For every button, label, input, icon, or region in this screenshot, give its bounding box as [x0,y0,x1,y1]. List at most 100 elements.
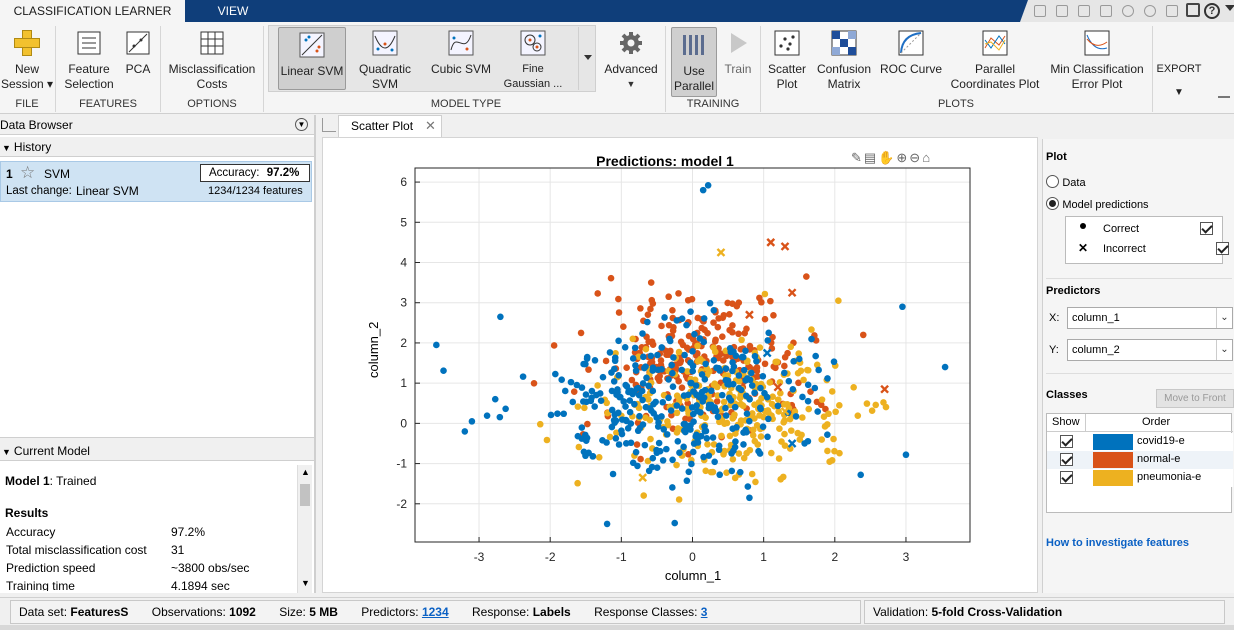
data-point [642,403,650,411]
data-point [868,407,876,415]
move-to-front-button[interactable]: Move to Front [1156,389,1234,408]
data-point [772,364,779,372]
cut-icon[interactable] [1056,5,1068,17]
data-point [740,429,747,436]
history-item-model-1[interactable]: 1 ☆ SVM Accuracy: 97.2% Last change: Lin… [0,161,312,202]
roc-curve-icon [898,30,924,56]
data-point [801,440,808,447]
copy-icon[interactable] [1078,5,1090,17]
current-model-header[interactable]: ▼ Current Model [0,441,314,461]
cubic-svm-button[interactable]: Cubic SVM [426,26,496,77]
class-show-checkbox[interactable] [1060,435,1073,448]
data-point [615,337,622,345]
correct-checkbox[interactable] [1200,222,1213,235]
data-point [857,471,865,479]
panel-splitter[interactable] [0,437,314,441]
data-point [678,315,686,322]
scroll-down-icon[interactable]: ▼ [301,578,310,588]
data-point [831,447,838,455]
feature-selection-label: Feature Selection [64,62,114,91]
brush-icon[interactable]: ✎ [851,150,864,165]
x-predictor-select[interactable]: column_1 ⌄ [1067,307,1233,329]
data-point [669,456,676,464]
min-classification-error-button[interactable]: Min Classification Error Plot [1046,26,1148,92]
class-row[interactable]: covid19-e [1047,433,1233,451]
advanced-button[interactable]: Advanced ▼ [602,26,660,92]
data-point [729,328,736,336]
train-button[interactable]: Train [720,26,756,77]
scatter-plot-button[interactable]: Scatter Plot [764,26,810,92]
misclassification-costs-button[interactable]: Misclassification Costs [164,26,260,92]
data-point [692,433,700,440]
tab-view[interactable]: VIEW [217,4,249,18]
class-row[interactable]: pneumonia-e [1047,469,1233,487]
save-icon[interactable] [1034,5,1046,17]
star-icon[interactable]: ☆ [20,163,36,182]
use-parallel-button[interactable]: Use Parallel [671,27,717,97]
home-icon[interactable]: ⌂ [922,150,933,165]
data-point [622,381,629,389]
switch-windows-icon[interactable] [1166,5,1178,17]
scrollbar-thumb[interactable] [300,484,310,506]
datatip-icon[interactable]: ▤ [863,150,879,165]
class-row[interactable]: normal-e [1047,451,1233,469]
how-to-investigate-link[interactable]: How to investigate features [1046,537,1190,549]
confusion-matrix-button[interactable]: Confusion Matrix [814,26,874,92]
scatter-plot[interactable]: -3 -2 -1 0 1 2 3 -2 -1 0 1 2 3 4 5 6 [323,138,1037,592]
model-predictions-radio-row[interactable]: Model predictions [1046,197,1149,213]
tab-classification-learner[interactable]: CLASSIFICATION LEARNER [0,0,185,22]
zoom-in-icon[interactable]: ⊕ [896,150,910,165]
data-point [670,354,677,361]
model-predictions-radio[interactable] [1046,197,1059,210]
undo-icon[interactable] [1122,5,1134,17]
fine-gaussian-svm-button[interactable]: Fine Gaussian ... [500,26,566,92]
data-point [688,295,696,303]
y-tick-label: 3 [400,296,407,310]
linear-svm-button[interactable]: Linear SVM [278,27,346,90]
predictors-link[interactable]: 1234 [421,605,449,619]
pan-icon[interactable]: ✋ [878,150,897,165]
data-radio-row[interactable]: Data [1046,175,1086,191]
data-point [729,456,737,463]
quadratic-svm-button[interactable]: Quadratic SVM [352,26,418,92]
vertical-splitter[interactable] [314,115,316,593]
collapse-ribbon-icon[interactable] [1218,96,1230,106]
zoom-out-icon[interactable]: ⊖ [909,150,923,165]
accuracy-label: Accuracy: [209,167,260,179]
data-point [530,379,538,387]
new-session-button[interactable]: New Session ▾ [0,26,54,92]
roc-curve-button[interactable]: ROC Curve [878,26,944,77]
history-header[interactable]: ▼ History [0,137,314,157]
data-point [794,369,802,377]
incorrect-checkbox[interactable] [1216,242,1230,255]
export-button[interactable]: EXPORT ▼ [1154,62,1204,100]
y-predictor-select[interactable]: column_2 ⌄ [1067,339,1233,361]
data-point [707,387,715,395]
data-point [615,441,623,448]
data-point [770,312,777,319]
redo-icon[interactable] [1144,5,1156,17]
vertical-scrollbar[interactable]: ▲ ▼ [297,465,312,593]
data-point [721,420,728,427]
help-icon[interactable]: ? [1204,3,1220,19]
pca-button[interactable]: PCA [120,26,156,77]
panel-menu-icon[interactable]: ▼ [295,118,308,131]
paste-icon[interactable] [1100,5,1112,17]
data-point [714,413,722,421]
gallery-expand-button[interactable] [578,27,596,90]
data-radio[interactable] [1046,175,1059,188]
scroll-up-icon[interactable]: ▲ [301,467,310,477]
feature-selection-button[interactable]: Feature Selection [60,26,118,92]
taskbar-strip [0,625,1234,630]
close-icon[interactable]: ✕ [425,118,436,133]
restore-window-icon[interactable] [1186,3,1200,17]
data-point [594,290,602,297]
response-classes-link[interactable]: 3 [700,605,708,619]
results-heading: Results [5,506,49,520]
data-point [704,181,712,189]
chevron-down-icon[interactable] [1225,5,1234,11]
class-show-checkbox[interactable] [1060,453,1073,466]
class-show-checkbox[interactable] [1060,471,1073,484]
tab-scatter-plot[interactable]: Scatter Plot ✕ [338,115,442,137]
parallel-coordinates-button[interactable]: Parallel Coordinates Plot [946,26,1044,92]
